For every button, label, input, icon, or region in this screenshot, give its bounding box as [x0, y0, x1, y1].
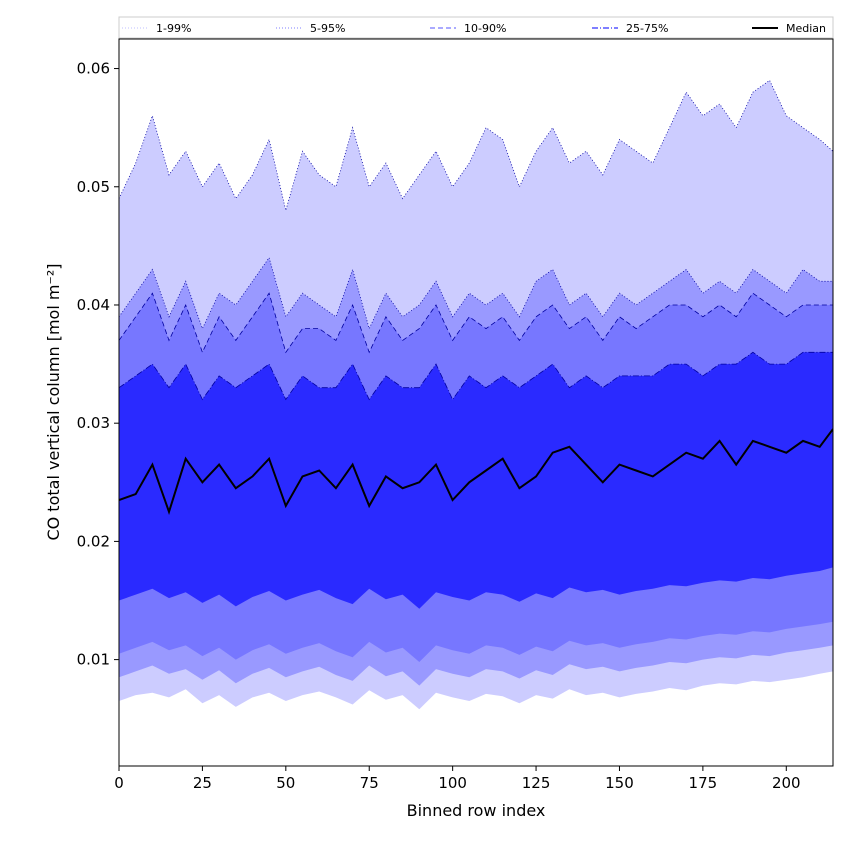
- bands-layer: [119, 79, 833, 710]
- x-tick-label: 50: [276, 774, 295, 792]
- legend-label: 25-75%: [626, 22, 668, 35]
- plot-frame: [118, 38, 834, 767]
- legend-box: [118, 16, 834, 39]
- band-edge-5-95%: [119, 256, 833, 330]
- median-layer: [119, 428, 833, 515]
- y-tick-label: 0.01: [77, 651, 110, 669]
- x-tick-label: 100: [438, 774, 467, 792]
- x-tick-label: 200: [772, 774, 801, 792]
- x-axis-label: Binned row index: [407, 801, 546, 820]
- x-tick-label: 25: [193, 774, 212, 792]
- x-tick-label: 0: [114, 774, 124, 792]
- legend-label: 5-95%: [310, 22, 345, 35]
- y-tick-label: 0.06: [77, 60, 110, 78]
- y-tick-label: 0.05: [77, 178, 110, 196]
- legend-label: 10-90%: [464, 22, 506, 35]
- band-edge-1-99%: [119, 79, 833, 212]
- y-tick-label: 0.02: [77, 532, 110, 550]
- x-tick-label: 75: [360, 774, 379, 792]
- x-tick-label: 175: [689, 774, 718, 792]
- y-axis: 0.01 0.02 0.03 0.04 0.05 0.06: [77, 60, 119, 669]
- x-tick-label: 125: [522, 774, 551, 792]
- legend-label: 1-99%: [156, 22, 191, 35]
- legend: 1-99% 5-95% 10-90% 25-75% Median: [118, 16, 834, 39]
- median-line: [119, 428, 833, 515]
- y-axis-label: CO total vertical column [mol m⁻²]: [44, 263, 63, 540]
- x-tick-label: 150: [605, 774, 634, 792]
- band-edge-25-75%: [119, 351, 833, 401]
- x-axis: 0 25 50 75 100 125 150 175 200: [114, 766, 801, 792]
- y-tick-label: 0.04: [77, 296, 110, 314]
- band-25-75%: [119, 352, 833, 609]
- band-edge-10-90%: [119, 292, 833, 354]
- legend-label: Median: [786, 22, 826, 35]
- y-tick-label: 0.03: [77, 414, 110, 432]
